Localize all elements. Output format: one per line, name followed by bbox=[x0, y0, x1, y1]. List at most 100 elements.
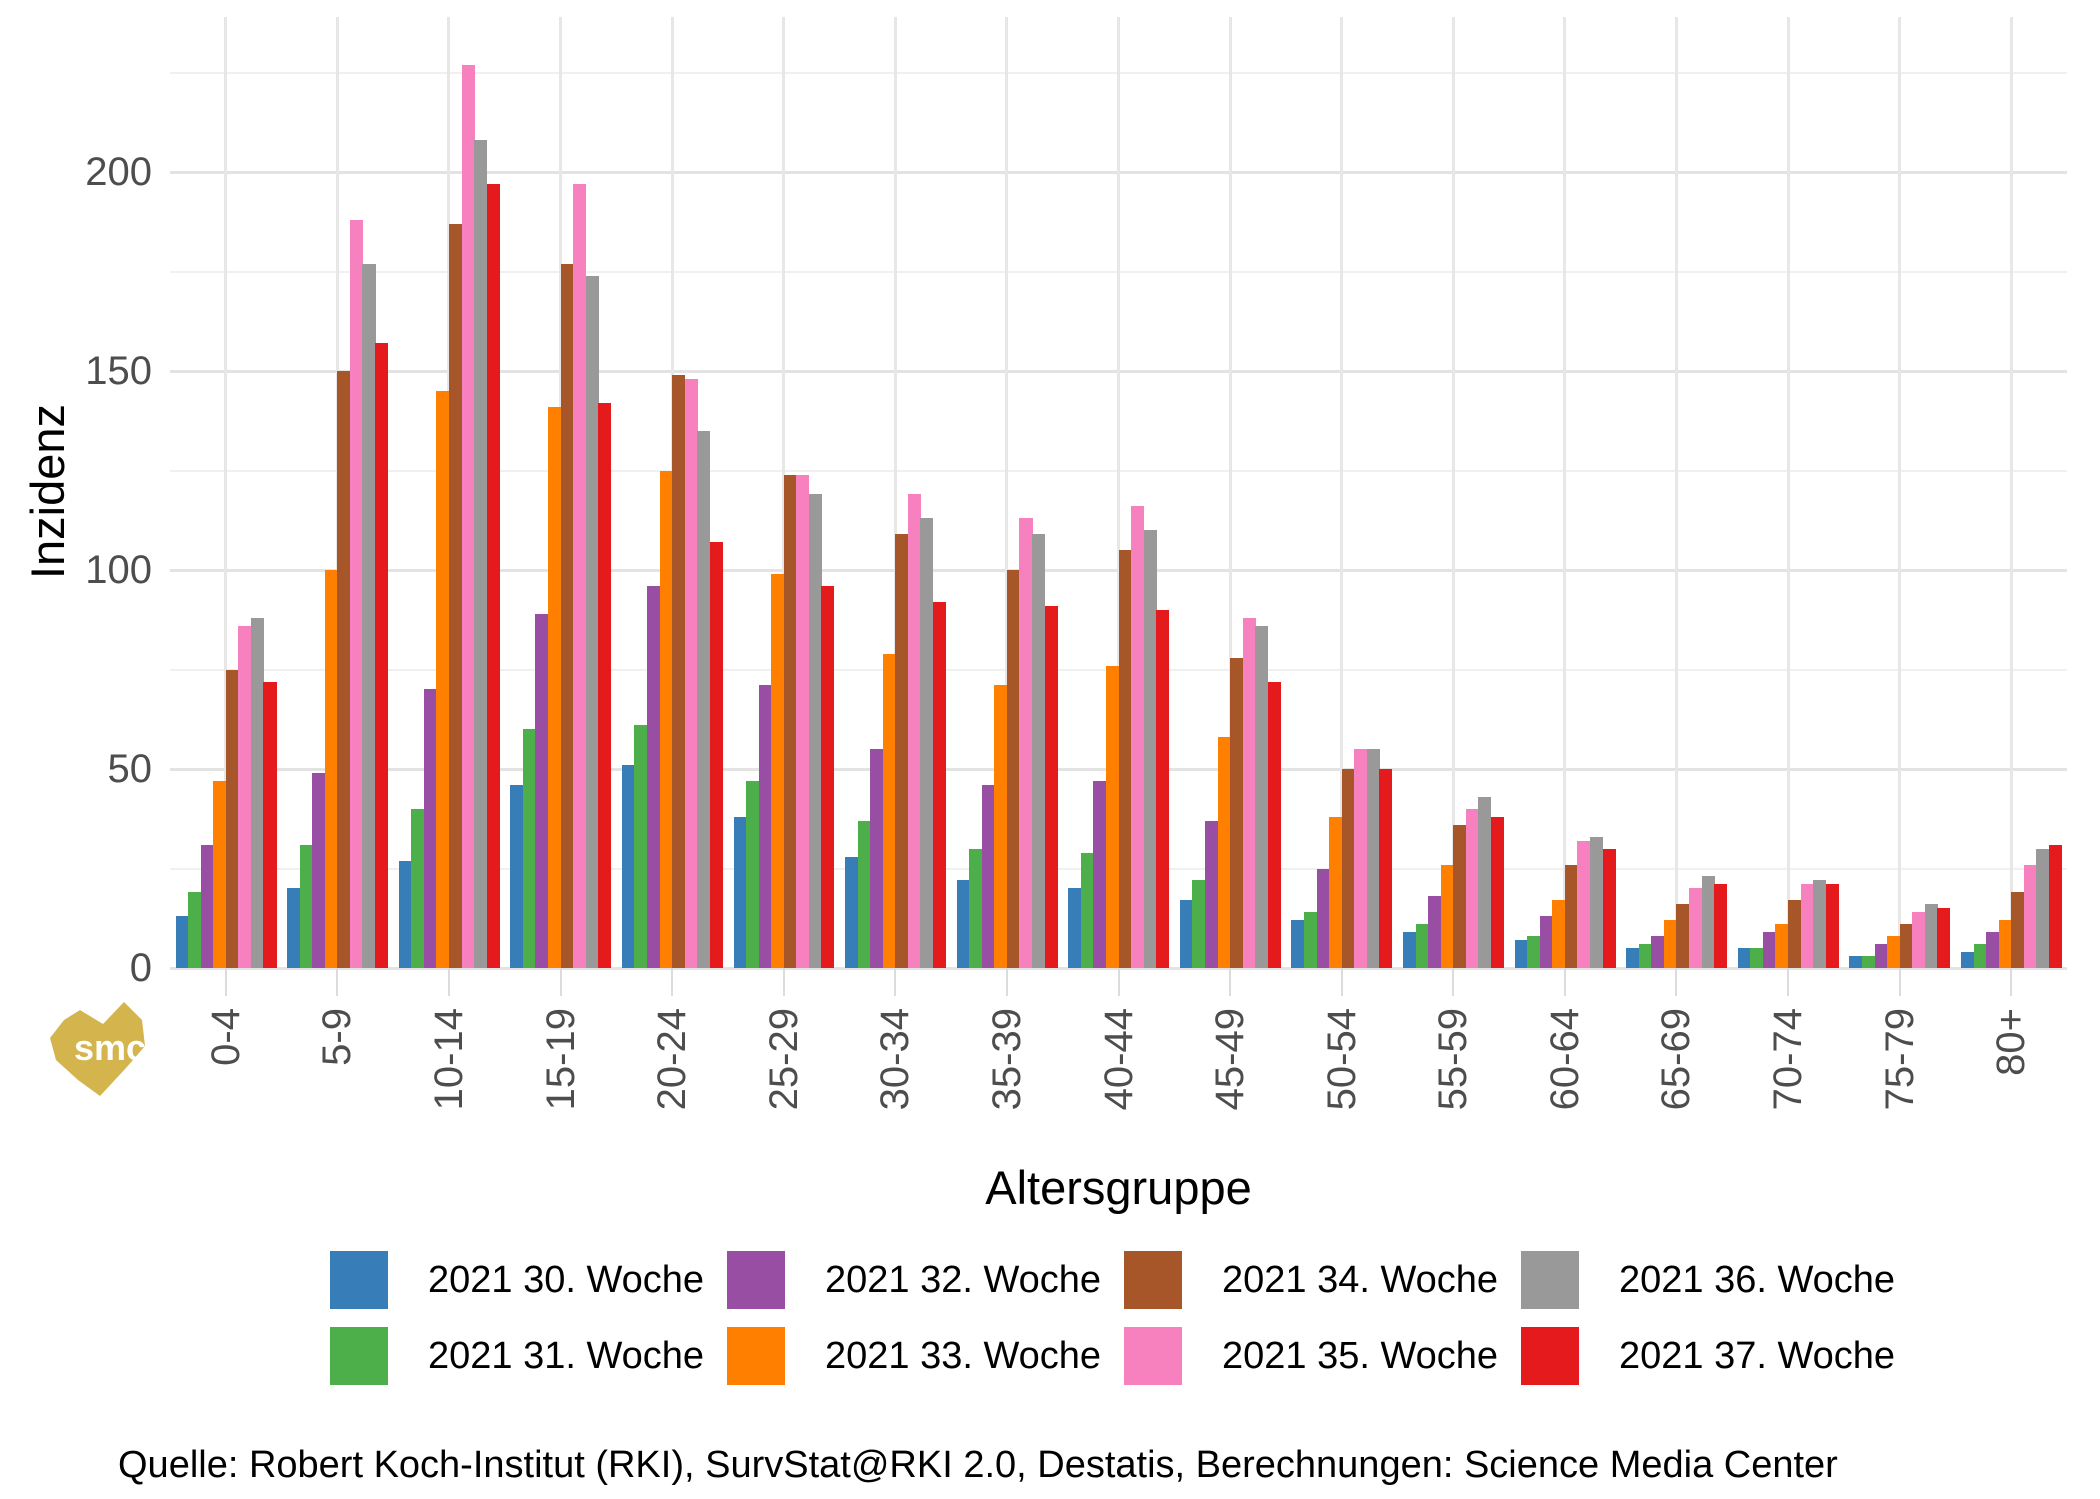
bar-60-64-2021-35-Woche bbox=[1577, 840, 1591, 968]
bar-30-34-2021-31-Woche bbox=[857, 820, 871, 968]
bar-25-29-2021-36-Woche bbox=[808, 494, 822, 968]
bar-80+-2021-34-Woche bbox=[2011, 892, 2025, 968]
bar-60-64-2021-37-Woche bbox=[1602, 848, 1616, 968]
bar-50-54-2021-31-Woche bbox=[1304, 912, 1318, 968]
bar-60-64-2021-30-Woche bbox=[1514, 940, 1528, 968]
gridline-vertical-0-4 bbox=[224, 17, 228, 968]
x-tick-25-29 bbox=[782, 968, 785, 996]
bar-30-34-2021-35-Woche bbox=[907, 494, 921, 968]
bar-15-19-2021-34-Woche bbox=[560, 263, 574, 968]
legend: 2021 30. Woche 2021 31. Woche 2021 32. Woc… bbox=[330, 1242, 1950, 1394]
bar-65-69-2021-37-Woche bbox=[1714, 884, 1728, 968]
bar-65-69-2021-30-Woche bbox=[1626, 948, 1640, 968]
bar-15-19-2021-30-Woche bbox=[510, 784, 524, 968]
bar-65-69-2021-36-Woche bbox=[1701, 876, 1715, 968]
gridline-vertical-45-49 bbox=[1228, 17, 1232, 968]
x-tick-label-35-39: 35-39 bbox=[984, 1008, 1029, 1111]
bar-10-14-2021-32-Woche bbox=[423, 689, 437, 968]
bar-10-14-2021-36-Woche bbox=[474, 140, 488, 968]
bar-45-49-2021-36-Woche bbox=[1255, 625, 1269, 968]
x-tick-label-40-44: 40-44 bbox=[1096, 1008, 1141, 1111]
x-tick-30-34 bbox=[894, 968, 897, 996]
x-tick-75-79 bbox=[1898, 968, 1901, 996]
gridline-vertical-40-44 bbox=[1117, 17, 1120, 968]
x-tick-label-70-74: 70-74 bbox=[1766, 1008, 1811, 1111]
legend-label: 2021 34. Woche bbox=[1222, 1258, 1499, 1301]
bar-15-19-2021-37-Woche bbox=[598, 402, 612, 968]
x-tick-label-25-29: 25-29 bbox=[761, 1008, 806, 1111]
bar-0-4-2021-36-Woche bbox=[250, 617, 264, 968]
x-tick-label-10-14: 10-14 bbox=[426, 1008, 471, 1111]
x-tick-0-4 bbox=[224, 968, 227, 996]
bar-5-9-2021-30-Woche bbox=[287, 888, 301, 968]
legend-item-2021-35-Woche: 2021 35. Woche bbox=[1124, 1318, 1521, 1394]
gridline-vertical-55-59 bbox=[1451, 17, 1455, 968]
bar-20-24-2021-31-Woche bbox=[634, 725, 648, 968]
bar-70-74-2021-33-Woche bbox=[1775, 924, 1789, 968]
bar-30-34-2021-36-Woche bbox=[920, 518, 934, 968]
bar-15-19-2021-31-Woche bbox=[522, 729, 536, 968]
bar-35-39-2021-31-Woche bbox=[969, 848, 983, 968]
bar-45-49-2021-34-Woche bbox=[1230, 657, 1244, 968]
bar-70-74-2021-35-Woche bbox=[1800, 884, 1814, 968]
x-tick-label-65-69: 65-69 bbox=[1654, 1008, 1699, 1111]
bar-40-44-2021-35-Woche bbox=[1131, 506, 1145, 968]
legend-item-2021-33-Woche: 2021 33. Woche bbox=[727, 1318, 1124, 1394]
bar-30-34-2021-32-Woche bbox=[870, 749, 884, 968]
legend-key-swatch bbox=[330, 1251, 388, 1309]
bar-25-29-2021-34-Woche bbox=[783, 474, 797, 968]
bar-40-44-2021-30-Woche bbox=[1068, 888, 1082, 968]
bar-80+-2021-30-Woche bbox=[1960, 952, 1975, 968]
bar-80+-2021-32-Woche bbox=[1986, 932, 2000, 968]
bar-25-29-2021-33-Woche bbox=[771, 574, 785, 968]
bar-75-79-2021-30-Woche bbox=[1849, 956, 1863, 968]
x-tick-label-5-9: 5-9 bbox=[315, 1008, 360, 1066]
legend-key-swatch bbox=[1521, 1327, 1579, 1385]
legend-item-2021-36-Woche: 2021 36. Woche bbox=[1521, 1242, 1918, 1318]
bar-40-44-2021-32-Woche bbox=[1093, 780, 1107, 968]
bar-50-54-2021-30-Woche bbox=[1291, 920, 1305, 968]
legend-item-2021-32-Woche: 2021 32. Woche bbox=[727, 1242, 1124, 1318]
bar-20-24-2021-36-Woche bbox=[697, 430, 711, 968]
x-tick-label-0-4: 0-4 bbox=[203, 1008, 248, 1066]
bar-40-44-2021-31-Woche bbox=[1080, 852, 1094, 968]
bar-0-4-2021-34-Woche bbox=[225, 669, 239, 968]
x-axis-title: Altersgruppe bbox=[985, 1161, 1252, 1214]
gridline-vertical-65-69 bbox=[1674, 17, 1678, 968]
bar-10-14-2021-33-Woche bbox=[436, 391, 450, 968]
bar-0-4-2021-32-Woche bbox=[200, 844, 214, 968]
bar-50-54-2021-36-Woche bbox=[1366, 749, 1380, 968]
bar-70-74-2021-34-Woche bbox=[1788, 900, 1802, 968]
bar-0-4-2021-31-Woche bbox=[188, 892, 202, 968]
y-tick-label-50: 50 bbox=[107, 747, 153, 792]
bar-50-54-2021-34-Woche bbox=[1341, 769, 1355, 968]
bar-5-9-2021-35-Woche bbox=[349, 219, 363, 968]
y-tick-label-100: 100 bbox=[85, 548, 152, 593]
bar-80+-2021-36-Woche bbox=[2036, 848, 2050, 968]
gridline-vertical-35-39 bbox=[1005, 17, 1009, 968]
bar-55-59-2021-37-Woche bbox=[1490, 816, 1504, 968]
bar-45-49-2021-33-Woche bbox=[1217, 737, 1231, 968]
legend-label: 2021 36. Woche bbox=[1619, 1258, 1896, 1301]
y-tick-label-150: 150 bbox=[85, 349, 152, 394]
bar-70-74-2021-32-Woche bbox=[1762, 932, 1776, 968]
bar-65-69-2021-33-Woche bbox=[1663, 920, 1677, 968]
bar-75-79-2021-37-Woche bbox=[1937, 908, 1951, 968]
bar-0-4-2021-35-Woche bbox=[238, 625, 252, 968]
bar-60-64-2021-33-Woche bbox=[1552, 900, 1566, 968]
x-tick-80+ bbox=[2010, 968, 2013, 996]
bar-70-74-2021-30-Woche bbox=[1737, 948, 1751, 968]
bar-75-79-2021-33-Woche bbox=[1887, 936, 1901, 968]
x-tick-55-59 bbox=[1452, 968, 1455, 996]
x-tick-65-69 bbox=[1675, 968, 1678, 996]
legend-label: 2021 35. Woche bbox=[1222, 1334, 1499, 1377]
bar-5-9-2021-31-Woche bbox=[299, 844, 313, 968]
y-axis-title: Inzidenz bbox=[21, 404, 74, 580]
gridline-vertical-30-34 bbox=[893, 17, 897, 968]
gridline-vertical-50-54 bbox=[1340, 17, 1344, 968]
bar-70-74-2021-37-Woche bbox=[1825, 884, 1839, 968]
x-tick-70-74 bbox=[1787, 968, 1790, 996]
x-tick-label-75-79: 75-79 bbox=[1877, 1008, 1922, 1111]
bar-0-4-2021-37-Woche bbox=[263, 681, 277, 968]
